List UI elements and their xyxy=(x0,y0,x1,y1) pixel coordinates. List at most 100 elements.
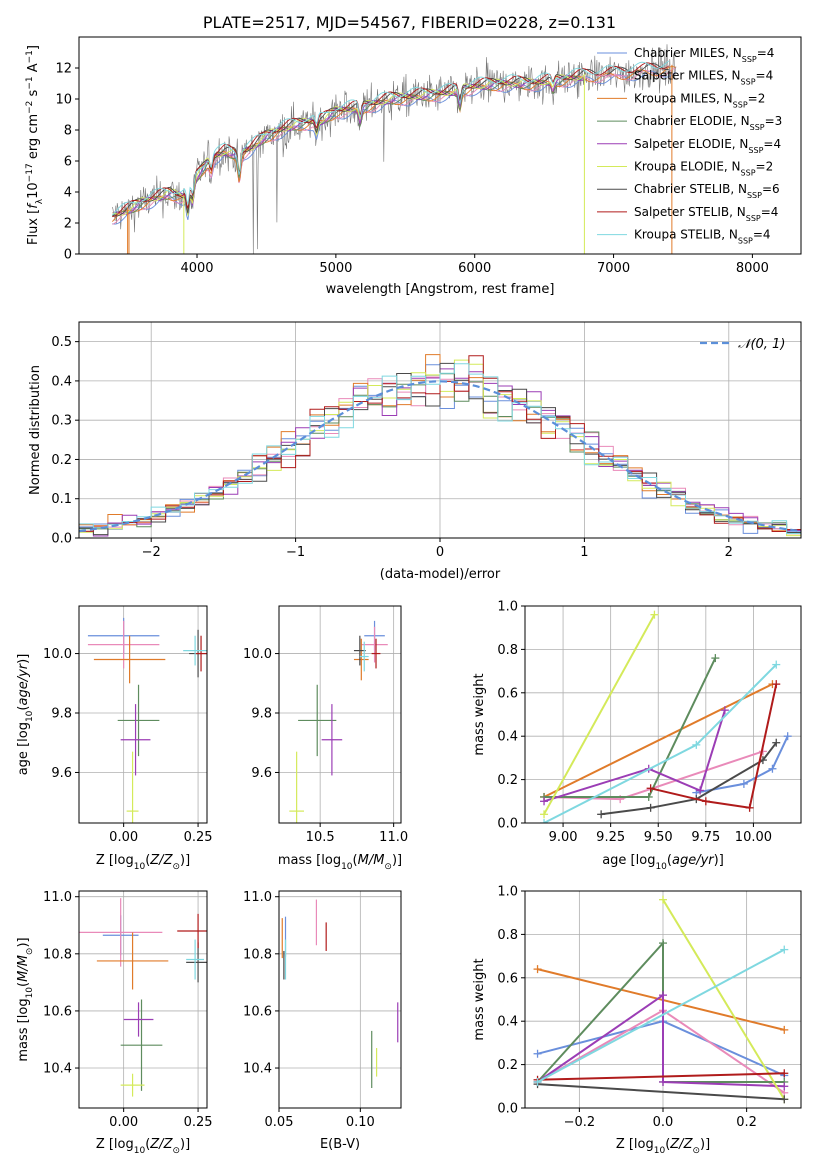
age_vs_Z-panel: 0.00 0.25 9.6 9.8 10.0 Z [log10(Z/Z⊙)] age [lo… xyxy=(16,605,213,872)
model-line-6 xyxy=(112,63,669,217)
y-tick-label: 0.2 xyxy=(51,453,72,468)
y-tick-label: 10.4 xyxy=(43,1062,72,1077)
y-tick-label: 0.0 xyxy=(51,532,72,547)
y-tick-label: 2 xyxy=(64,217,72,232)
weight-line-8 xyxy=(543,663,778,823)
x-axis-label: E(B-V) xyxy=(320,1137,360,1152)
y-tick-label: 6 xyxy=(64,155,72,170)
y-tick-label: 0.2 xyxy=(497,1058,518,1073)
weight-line-7 xyxy=(537,1072,785,1081)
y-axis-label: age [log10(age/yr)] xyxy=(16,654,35,776)
spectrum-panel: 4000 5000 6000 7000 8000 0 2 4 6 8 10 12 wavelength … xyxy=(25,36,802,297)
axes-frame xyxy=(78,36,802,255)
x-tick-label: 9.00 xyxy=(549,830,578,845)
spectrum-legend: Chabrier MILES, NSSP=4 Salpeter MILES, NS… xyxy=(597,46,782,245)
y-tick-label: 10.4 xyxy=(243,1062,272,1077)
y-axis-label: Normed distribution xyxy=(28,365,43,495)
y-tick-label: 4 xyxy=(64,186,72,201)
y-tick-label: 0.4 xyxy=(497,730,518,745)
y-tick-label: 10 xyxy=(55,93,72,108)
legend-entry: Chabrier MILES, NSSP=4 xyxy=(634,46,774,64)
weight-line-5 xyxy=(662,899,786,1100)
y-tick-label: 0.6 xyxy=(497,686,518,701)
y-tick-label: 9.8 xyxy=(51,707,72,722)
x-tick-label: 0.10 xyxy=(346,1115,375,1130)
x-tick-label: −1 xyxy=(286,545,305,560)
residual-panel: −2 −1 0 1 2 0.0 0.1 0.2 0.3 0.4 0.5 (data-model)/er… xyxy=(28,321,802,582)
gaussian-curve xyxy=(79,380,801,533)
histogram-step-8 xyxy=(79,363,801,534)
y-tick-label: 0.6 xyxy=(497,971,518,986)
y-tick-label: 0.4 xyxy=(51,374,72,389)
y-tick-label: 0.4 xyxy=(497,1015,518,1030)
x-axis-label: Z [log10(Z/Z⊙)] xyxy=(616,1137,710,1156)
weight-line-2 xyxy=(543,683,773,798)
spectrum-data-line xyxy=(112,44,677,254)
y-axis-label: mass weight xyxy=(472,958,487,1040)
legend-entry: Salpeter STELIB, NSSP=4 xyxy=(634,205,778,223)
x-tick-label: 10.00 xyxy=(735,830,772,845)
x-tick-label: 0.0 xyxy=(653,1115,674,1130)
y-tick-label: 1.0 xyxy=(497,600,518,615)
y-tick-label: 10.6 xyxy=(43,1004,72,1019)
plot-area xyxy=(281,899,399,1089)
x-tick-label: 0.05 xyxy=(265,1115,294,1130)
x-tick-label: 6000 xyxy=(458,261,491,276)
legend-entry: Kroupa MILES, NSSP=2 xyxy=(634,91,765,109)
model-line-7 xyxy=(112,62,670,218)
axes-frame xyxy=(524,605,802,824)
y-axis-label: Flux [fλ10−17 erg cm−2 s−1 A−1] xyxy=(25,45,45,245)
axes-frame xyxy=(278,890,402,1109)
plot-area xyxy=(540,610,792,823)
axes-frame xyxy=(78,890,208,1109)
y-tick-label: 0.8 xyxy=(497,643,518,658)
legend-entry: Salpeter MILES, NSSP=4 xyxy=(634,69,773,87)
legend-entry: Kroupa ELODIE, NSSP=2 xyxy=(634,160,773,178)
model-line-3 xyxy=(111,75,586,217)
y-tick-label: 8 xyxy=(64,124,72,139)
x-tick-label: 0.00 xyxy=(109,1115,138,1130)
x-tick-label: 4000 xyxy=(180,261,213,276)
x-tick-label: 8000 xyxy=(736,261,769,276)
weight-line-4 xyxy=(536,993,785,1088)
weight_vs_Z-panel: −0.2 0.0 0.2 0.0 0.2 0.4 0.6 0.8 1.0 Z [log10(Z/Z… xyxy=(472,885,802,1156)
y-tick-label: 1.0 xyxy=(497,885,518,900)
x-tick-label: 7000 xyxy=(597,261,630,276)
x-tick-label: −2 xyxy=(142,545,161,560)
y-tick-label: 10.0 xyxy=(243,647,272,662)
model-line-5 xyxy=(112,73,586,216)
x-tick-label: 0.00 xyxy=(109,830,138,845)
y-tick-label: 10.0 xyxy=(43,647,72,662)
x-axis-label: wavelength [Angstrom, rest frame] xyxy=(326,282,555,297)
y-tick-label: 11.0 xyxy=(43,890,72,905)
plot-area xyxy=(79,898,207,1097)
x-tick-label: 5000 xyxy=(319,261,352,276)
weight-line-4 xyxy=(543,709,726,803)
x-tick-label: 1 xyxy=(580,545,588,560)
x-tick-label: 10.5 xyxy=(306,830,335,845)
y-tick-label: 9.6 xyxy=(251,766,272,781)
plot-area xyxy=(533,895,789,1104)
weight-line-0 xyxy=(696,735,789,794)
y-tick-label: 11.0 xyxy=(243,890,272,905)
x-axis-label: age [log10(age/yr)] xyxy=(602,853,724,872)
x-tick-label: 2 xyxy=(725,545,733,560)
weight-line-5 xyxy=(543,614,656,815)
legend-entry: Salpeter ELODIE, NSSP=4 xyxy=(634,137,781,155)
x-tick-label: −0.2 xyxy=(564,1115,596,1130)
plot-area xyxy=(289,620,388,823)
weight-line-7 xyxy=(650,683,778,809)
mass_vs_EBV-panel: 0.05 0.10 10.4 10.6 10.8 11.0 E(B-V) xyxy=(243,890,402,1152)
y-tick-label: 0.0 xyxy=(497,1102,518,1117)
y-tick-label: 0.0 xyxy=(497,817,518,832)
x-tick-label: 11.0 xyxy=(379,830,408,845)
age_vs_mass-panel: 10.5 11.0 9.6 9.8 10.0 mass [log10(M/M⊙)] xyxy=(243,605,408,872)
x-axis-label: mass [log10(M/M⊙)] xyxy=(278,853,402,872)
weight_vs_age-panel: 9.00 9.25 9.50 9.75 10.00 0.0 0.2 0.4 0.6 0.8 1.0 a… xyxy=(472,600,802,872)
y-tick-label: 10.8 xyxy=(43,947,72,962)
axes-frame xyxy=(78,605,208,824)
x-axis-label: (data-model)/error xyxy=(380,567,501,582)
y-tick-label: 10.8 xyxy=(243,947,272,962)
y-tick-label: 0.2 xyxy=(497,773,518,788)
